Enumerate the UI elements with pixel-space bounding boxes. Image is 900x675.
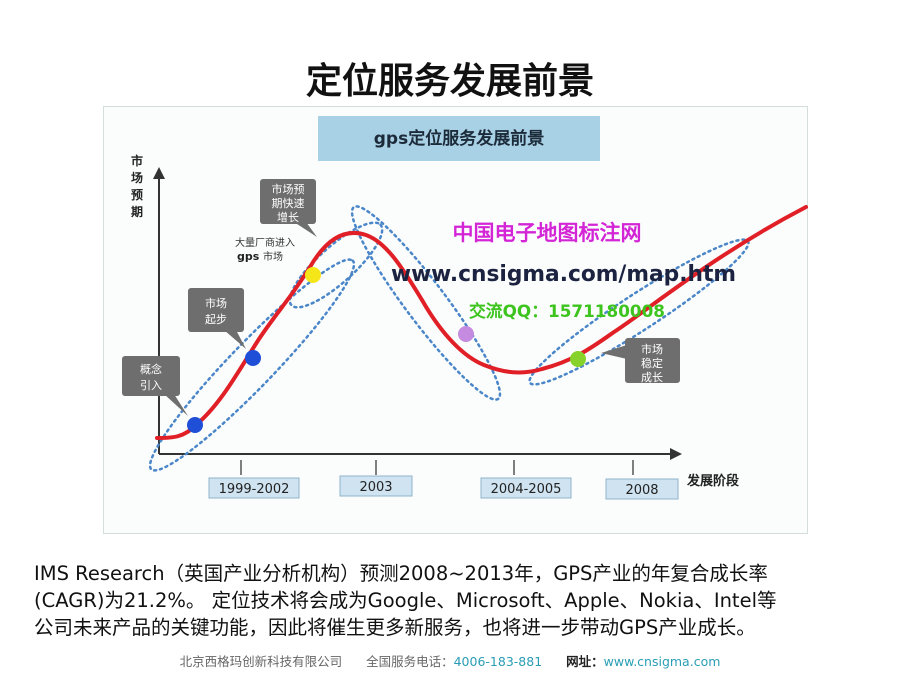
stage-dot-stable <box>570 351 586 367</box>
footer-site-label: 网址： <box>566 654 604 669</box>
svg-text:市场: 市场 <box>205 296 227 310</box>
annotation-gps: gps <box>237 250 260 263</box>
dotted-band-growth <box>148 258 356 472</box>
watermark-url: www.cnsigma.com/map.htm <box>391 262 736 287</box>
y-axis-arrow-icon <box>153 167 165 179</box>
footer-site-link[interactable]: www.cnsigma.com <box>603 654 721 669</box>
annotation-line1: 大量厂商进入 <box>235 236 295 249</box>
callout-stable-growth: 市场 稳定 成长 <box>601 338 680 384</box>
lifecycle-diagram: gps定位服务发展前景 市 场 预 期 发展阶段 1999-2002 2003 <box>122 116 808 500</box>
y-label-char: 期 <box>131 204 143 219</box>
svg-text:成长: 成长 <box>641 371 663 384</box>
svg-text:概念: 概念 <box>140 362 162 376</box>
dotted-band-entry <box>288 221 384 309</box>
period-label: 1999-2002 <box>219 482 290 497</box>
stage-dot-rapid-growth <box>305 267 321 283</box>
market-expectation-curve <box>155 205 808 440</box>
period-box <box>339 475 413 497</box>
footer: 北京西格玛创新科技有限公司 全国服务电话：4006-183-881 网址：www… <box>0 651 900 670</box>
period-label: 2003 <box>359 480 392 495</box>
period-label: 2008 <box>625 483 658 498</box>
watermark-name: 中国电子地图标注网 <box>453 221 642 245</box>
svg-text:起步: 起步 <box>205 313 227 326</box>
stage-dot-decline <box>458 326 474 342</box>
y-label-char: 预 <box>131 188 143 202</box>
footer-company: 北京西格玛创新科技有限公司 <box>179 654 343 669</box>
svg-text:引入: 引入 <box>140 378 162 392</box>
footer-hotline: 全国服务电话：4006-183-881 <box>366 654 542 669</box>
x-axis-label: 发展阶段 <box>686 473 739 489</box>
period-box <box>480 477 572 499</box>
callout-rapid-growth: 市场预 期快速 增长 <box>260 179 317 237</box>
banner-box <box>318 116 600 161</box>
caption-line: (CAGR)为21.2%。 定位技术将会成为Google、Microsoft、A… <box>34 589 777 612</box>
caption-line: 公司未来产品的关键功能，因此将催生更多新服务，也将进一步带动GPS产业成长。 <box>34 616 756 639</box>
market-lifecycle-figure: gps定位服务发展前景 市 场 预 期 发展阶段 1999-2002 2003 <box>103 106 808 534</box>
svg-text:市场预: 市场预 <box>272 182 305 196</box>
caption-line: IMS Research（英国产业分析机构）预测2008~2013年，GPS产业… <box>34 562 768 585</box>
dotted-band-decline <box>350 205 502 401</box>
period-box <box>605 478 679 500</box>
y-label-char: 市 <box>131 153 143 168</box>
annotation-market: 市场 <box>263 250 283 263</box>
stage-dot-concept <box>187 417 203 433</box>
y-label-char: 场 <box>131 171 143 185</box>
svg-text:期快速: 期快速 <box>272 197 305 210</box>
callout-startup: 市场 起步 <box>188 288 246 349</box>
caption-text: IMS Research（英国产业分析机构）预测2008~2013年，GPS产业… <box>34 560 884 641</box>
period-box <box>208 477 300 499</box>
svg-text:市场: 市场 <box>641 342 663 356</box>
svg-text:增长: 增长 <box>277 210 299 224</box>
slide-title: 定位服务发展前景 <box>305 60 594 102</box>
x-axis-arrow-icon <box>670 448 682 460</box>
callout-concept: 概念 引入 <box>122 356 188 416</box>
footer-site: 网址：www.cnsigma.com <box>566 654 720 669</box>
watermark-qq: 交流QQ：1571180008 <box>469 301 665 322</box>
stage-dot-startup <box>245 350 261 366</box>
svg-text:稳定: 稳定 <box>641 356 663 370</box>
footer-hotline-number: 4006-183-881 <box>453 654 543 669</box>
footer-hotline-label: 全国服务电话： <box>366 654 454 669</box>
period-label: 2004-2005 <box>491 482 562 497</box>
banner-title: gps定位服务发展前景 <box>374 128 544 149</box>
